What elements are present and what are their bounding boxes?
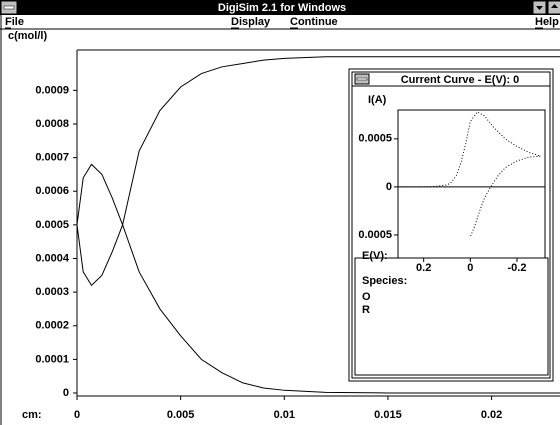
y-tick-label: 0.0007 (35, 152, 69, 164)
menu-file[interactable]: File (5, 16, 24, 28)
y-tick-label: 0.0006 (35, 185, 69, 197)
y-tick-label: 0 (386, 181, 392, 193)
x-axis-label: cm: (22, 409, 42, 421)
menu-display[interactable]: Display (231, 16, 271, 28)
y-tick-label: 0.0008 (35, 118, 69, 130)
y-tick-label: 0.0009 (35, 84, 69, 96)
menu-continue[interactable]: Continue (290, 16, 338, 28)
curve (76, 56, 560, 287)
species-item: R (362, 304, 370, 316)
y-tick-label: 0.0003 (35, 286, 69, 298)
x-tick-label: 0 (74, 409, 80, 421)
window-title: DigiSim 2.1 for Windows (218, 2, 346, 14)
inset-inner-frame (351, 71, 551, 379)
curve (76, 163, 560, 394)
minimize-arrow (536, 6, 543, 10)
y-tick-label: 0.0005 (35, 219, 69, 231)
y-tick-label: 0.0005 (358, 133, 392, 145)
inset-title: Current Curve - E(V): 0 (401, 74, 520, 86)
x-tick-label: 0 (467, 262, 473, 274)
inset-x-label: E(V): (362, 250, 388, 262)
maximize-arrow (551, 4, 558, 8)
title-bar (0, 0, 560, 15)
x-tick-label: 0.02 (481, 409, 502, 421)
x-tick-label: -0.2 (508, 262, 527, 274)
curve (400, 111, 541, 188)
y-tick-label: 0.0001 (35, 353, 69, 365)
y-tick-label: 0.0002 (35, 320, 69, 332)
inset-y-label: I(A) (368, 94, 387, 106)
y-axis-label: c(mol/l) (8, 30, 47, 42)
inset-lower-frame (354, 257, 549, 376)
species-item: O (362, 291, 371, 303)
inset-system-bar (356, 77, 368, 81)
system-menu-bar (3, 5, 15, 10)
menu-help[interactable]: Help (535, 16, 559, 28)
y-tick-label: 0 (63, 387, 69, 399)
species-label: Species: (362, 275, 407, 287)
x-tick-label: 0.2 (416, 262, 431, 274)
y-tick-label: 0.0004 (35, 252, 70, 264)
y-tick-label: 0.0005 (358, 229, 392, 241)
x-tick-label: 0.01 (274, 409, 295, 421)
curve (469, 155, 541, 238)
inset-frame (348, 68, 554, 382)
current-curve-window: Current Curve - E(V): 0 I(A) E(V): Speci… (348, 68, 554, 382)
x-tick-label: 0.005 (167, 409, 195, 421)
x-tick-label: 0.015 (374, 409, 402, 421)
